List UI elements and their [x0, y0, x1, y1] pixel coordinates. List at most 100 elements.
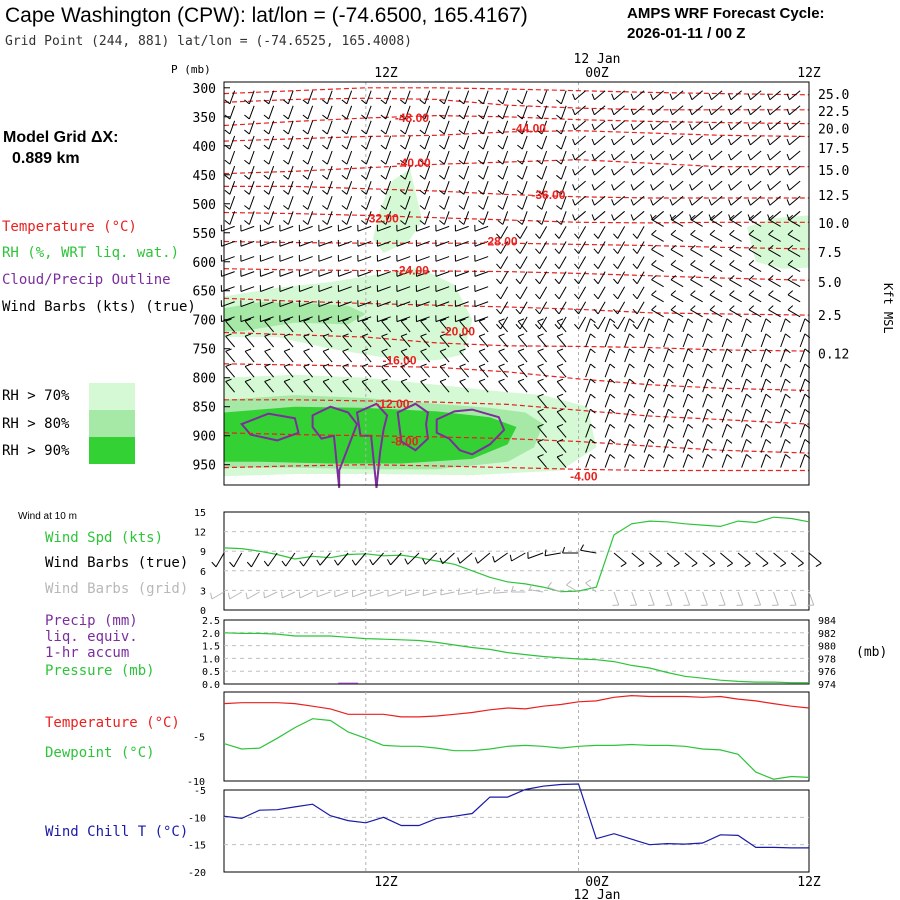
wind10-barb-true — [474, 552, 491, 564]
xs-wind-barb-staff — [643, 424, 650, 438]
xs-wind-barb — [780, 363, 791, 378]
xs-wind-barb-staff — [670, 264, 684, 273]
xs-wind-barb — [780, 454, 791, 468]
xs-wind-barb-staff — [248, 165, 255, 180]
xs-wind-barb-flag — [459, 348, 466, 352]
xs-wind-barb — [554, 286, 567, 300]
xs-wind-barb — [632, 256, 645, 269]
xs-wind-barb-staff — [299, 240, 313, 247]
xs-wind-barb-staff — [385, 211, 392, 225]
legend-dewpoint: Dewpoint (°C) — [45, 745, 155, 761]
xs-wind-barb — [593, 256, 606, 269]
xs-wind-barb-staff — [342, 351, 353, 363]
xs-wind-barb — [224, 165, 236, 180]
xs-wind-barb-staff — [279, 316, 294, 323]
wind10-barb-true — [720, 552, 733, 568]
wind10-barb-true-flag — [691, 562, 698, 568]
xs-wind-barb-flag — [746, 393, 752, 399]
wind10-barb-true-flag — [439, 557, 444, 564]
xs-wind-barb-staff — [702, 348, 708, 363]
xs-wind-barb-flag — [478, 144, 484, 150]
xs-wind-barb-staff — [560, 90, 567, 105]
xs-wind-barb-flag — [341, 129, 348, 135]
xs-wind-barb — [643, 378, 655, 393]
xs-wind-barb-flag — [380, 144, 387, 150]
xs-wind-barb — [721, 408, 733, 423]
xs-wind-barb-flag — [648, 408, 655, 414]
xs-wind-barb — [497, 135, 509, 150]
xs-wind-barb — [537, 454, 548, 468]
xs-wind-barb — [787, 214, 801, 227]
isotherm-line — [223, 87, 810, 96]
xs-wind-barb-flag — [458, 189, 465, 195]
xs-wind-barb-staff — [322, 320, 333, 333]
xs-wind-barb-flag — [498, 348, 505, 352]
xs-wind-barb-flag — [380, 129, 387, 135]
xs-wind-barb-flag — [478, 378, 486, 382]
xs-wind-barb-staff — [560, 165, 567, 180]
panel-frame — [223, 691, 810, 782]
xs-wind-barb-staff — [322, 366, 333, 378]
xs-wind-barb-staff — [537, 366, 548, 378]
xs-wind-barb — [342, 333, 353, 348]
wind10-barb-true-flag — [369, 559, 374, 566]
xs-wind-barb-staff — [381, 366, 392, 378]
xs-wind-barb-staff — [338, 286, 352, 292]
wind10-barb-true-flag — [263, 560, 269, 567]
xs-wind-barb — [322, 120, 333, 135]
xs-wind-barb — [396, 224, 411, 232]
y-tick-label: 2.5 — [202, 616, 220, 627]
xs-wind-barb-staff — [604, 454, 611, 468]
xs-wind-barb — [435, 270, 450, 277]
xs-wind-barb-staff — [729, 249, 742, 257]
xs-wind-barb — [536, 180, 548, 195]
xs-wind-barb-flag — [302, 174, 309, 180]
xs-wind-barb-flag — [244, 189, 250, 195]
xs-wind-barb — [478, 318, 489, 333]
xs-wind-barb-flag — [668, 393, 674, 399]
wind10-barb-true-flag — [815, 562, 822, 568]
xs-wind-barb-staff — [400, 320, 411, 333]
xs-wind-barb-staff — [624, 363, 630, 378]
xs-wind-barb-staff — [711, 90, 723, 101]
wind10-barb-true — [666, 552, 680, 568]
wind10-barb-true-staff — [494, 552, 508, 563]
wind10-barb-true-flag — [797, 562, 804, 568]
xs-wind-barb — [496, 226, 509, 239]
legend-wind-barbs-true: Wind Barbs (true) — [45, 555, 188, 571]
xs-wind-barb-staff — [377, 225, 391, 232]
xs-wind-barb-staff — [574, 195, 586, 206]
xs-wind-barb-staff — [326, 120, 333, 135]
xs-wind-barb-flag — [517, 205, 523, 210]
wind10-barb-grid-staff — [666, 591, 673, 606]
xs-wind-barb-staff — [424, 105, 431, 120]
y-tick-label: 2.0 — [202, 629, 220, 640]
xs-wind-barb — [240, 285, 255, 292]
xs-wind-barb-staff — [651, 309, 664, 318]
xs-wind-barb-staff — [558, 256, 567, 269]
xs-wind-barb-staff — [248, 90, 255, 105]
xs-wind-barb — [400, 363, 411, 378]
xs-wind-barb — [302, 211, 314, 225]
xs-wind-barb-staff — [594, 135, 606, 146]
xs-wind-barb-flag — [708, 169, 712, 176]
xs-wind-barb — [780, 333, 791, 348]
xs-wind-barb — [690, 214, 703, 227]
y-tick-label: -15 — [188, 841, 206, 852]
xs-wind-barb-flag — [786, 169, 790, 176]
wind10-barb-grid-flag — [457, 588, 460, 595]
xs-wind-barb-staff — [482, 120, 489, 135]
xs-wind-barb-staff — [702, 333, 708, 348]
xs-wind-barb — [458, 150, 470, 165]
xs-wind-barb-flag — [244, 363, 252, 367]
xs-wind-barb-staff — [400, 366, 411, 378]
xs-wind-barb — [767, 210, 781, 221]
xs-wind-barb-flag — [400, 378, 408, 382]
xs-wind-barb-flag — [515, 278, 521, 285]
xs-wind-barb — [741, 454, 752, 468]
xs-wind-barb-staff — [463, 135, 470, 150]
xs-wind-barb — [729, 229, 742, 242]
xs-wind-barb-flag — [786, 199, 790, 206]
xs-wind-barb — [283, 120, 294, 135]
xs-wind-barb — [632, 301, 645, 315]
